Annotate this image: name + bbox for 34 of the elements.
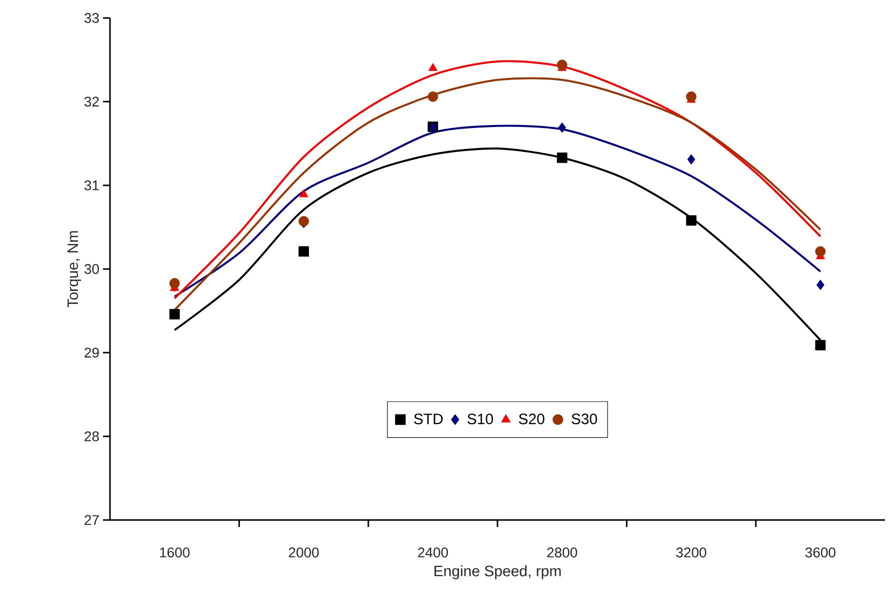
point bbox=[298, 246, 309, 257]
point bbox=[556, 152, 568, 163]
x-tick-label: 1600 bbox=[160, 548, 190, 558]
point bbox=[815, 246, 826, 257]
y-tick-label: 29 bbox=[84, 348, 99, 358]
y-tick-label: 30 bbox=[84, 264, 99, 274]
x-tick-label: 3600 bbox=[805, 548, 836, 558]
point bbox=[428, 91, 438, 102]
point bbox=[169, 308, 180, 320]
point bbox=[299, 189, 308, 198]
point bbox=[687, 154, 696, 165]
x-tick-label: 2800 bbox=[547, 548, 578, 558]
y-tick-label: 32 bbox=[84, 96, 99, 107]
x-tick-label: 2400 bbox=[418, 548, 448, 558]
y-axis-title: Torque, Nm bbox=[68, 231, 82, 308]
point bbox=[686, 215, 696, 226]
x-axis-title: Engine Speed, rpm bbox=[434, 565, 561, 580]
y-tick-label: 28 bbox=[84, 431, 99, 442]
legend-label: S10 bbox=[468, 414, 493, 424]
legend-label: S20 bbox=[518, 414, 544, 424]
y-tick-label: 27 bbox=[84, 515, 99, 525]
point bbox=[428, 63, 438, 71]
point bbox=[686, 91, 696, 102]
y-tick-label: 33 bbox=[84, 13, 99, 23]
legend-label: STD bbox=[414, 414, 443, 424]
x-tick-label: 2000 bbox=[288, 548, 319, 558]
point bbox=[816, 280, 824, 290]
point bbox=[169, 278, 180, 288]
x-tick-label: 3200 bbox=[676, 548, 706, 558]
point bbox=[815, 340, 826, 350]
y-tick-label: 31 bbox=[84, 180, 99, 190]
point bbox=[556, 60, 568, 70]
legend-label: S30 bbox=[572, 414, 598, 424]
point bbox=[558, 122, 566, 133]
